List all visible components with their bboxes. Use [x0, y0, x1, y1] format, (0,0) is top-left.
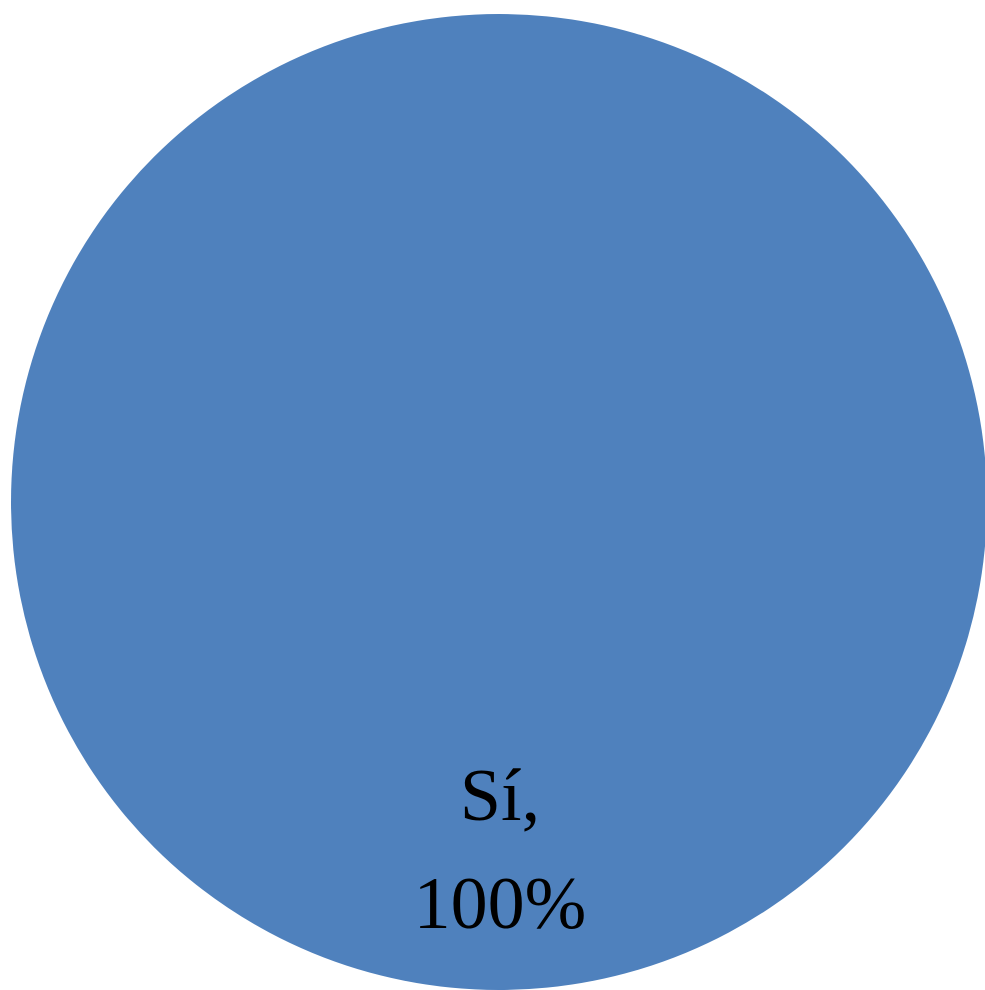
pie-slice-sí — [11, 14, 985, 990]
pie-slices — [11, 14, 985, 990]
data-label-category: Sí, — [460, 755, 540, 837]
data-label-value: 100% — [414, 863, 587, 945]
